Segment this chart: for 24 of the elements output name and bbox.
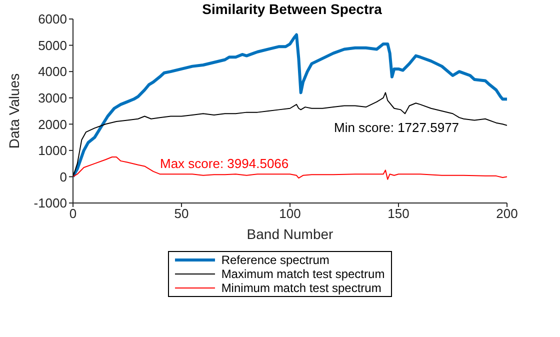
line-series (73, 92, 507, 178)
y-tick-label: -1000 (34, 196, 67, 211)
y-tick-label: 2000 (38, 116, 67, 132)
x-tick-label: 100 (279, 206, 301, 222)
y-tick-label: 3000 (38, 90, 67, 106)
x-tick-label: 50 (174, 206, 189, 222)
y-tick-label: 0 (60, 169, 67, 184)
y-tick-label: 6000 (38, 12, 67, 27)
y-tick-label: 1000 (38, 143, 67, 158)
legend-label: Reference spectrum (221, 253, 330, 267)
x-tick-label: 150 (388, 206, 410, 222)
line-series (73, 33, 507, 178)
chart-title: Similarity Between Spectra (202, 1, 382, 17)
legend-label: Maximum match test spectrum (221, 267, 385, 281)
line-series (73, 156, 507, 180)
x-tick-label: 0 (69, 206, 77, 222)
y-tick-label: 4000 (38, 64, 67, 80)
annotation: Min score: 1727.5977 (334, 120, 460, 135)
y-axis-title: Data Values (6, 73, 22, 149)
x-tick-label: 200 (496, 206, 518, 222)
x-axis-title: Band Number (246, 226, 334, 242)
legend-label: Minimum match test spectrum (221, 281, 382, 295)
y-tick-label: 5000 (38, 38, 67, 53)
annotation: Max score: 3994.5066 (160, 156, 289, 171)
